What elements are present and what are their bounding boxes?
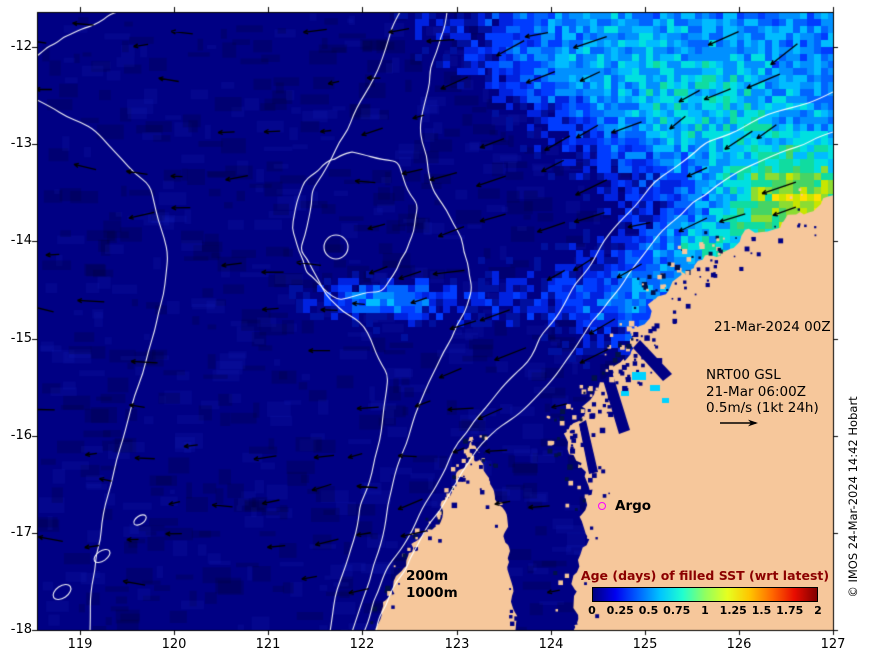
colorbar-tick: 1.25 [719,604,747,617]
argo-float-marker: Argo [598,498,651,514]
x-tick-label: 123 [444,637,470,652]
velocity-scale-label: 0.5m/s (1kt 24h) [706,400,819,416]
y-tick-label: -12 [10,39,32,54]
isobath-labels: 200m 1000m [406,568,458,602]
analysis-time-label: 21-Mar-2024 00Z [714,319,831,335]
y-tick-label: -14 [10,233,32,248]
credit-vertical-label: © IMOS 24-Mar-2024 14:42 Hobart [846,396,860,598]
velocity-legend: NRT00 GSL 21-Mar 06:00Z 0.5m/s (1kt 24h) [706,367,819,433]
x-tick-label: 119 [67,637,93,652]
x-tick-label: 121 [255,637,281,652]
colorbar-tick: 1.75 [776,604,804,617]
x-tick-label: 120 [161,637,187,652]
colorbar-gradient [592,587,818,602]
argo-marker-icon [598,502,606,510]
velocity-model-label: NRT00 GSL [706,367,781,383]
colorbar-tick: 1.5 [751,604,772,617]
y-tick-label: -15 [10,331,32,346]
x-tick-label: 122 [349,637,375,652]
x-tick-label: 126 [726,637,752,652]
y-tick-label: -18 [10,622,32,637]
argo-label: Argo [615,498,652,514]
x-tick-label: 124 [538,637,564,652]
isobath-1000m-label: 1000m [406,585,458,601]
isobath-200m-label: 200m [406,568,449,584]
colorbar-tick: 2 [814,604,822,617]
y-tick-label: -17 [10,525,32,540]
velocity-valid-time-label: 21-Mar 06:00Z [706,383,806,400]
colorbar-tick: 0 [588,604,596,617]
x-tick-label: 125 [632,637,658,652]
colorbar-tick-labels: 0 0.25 0.5 0.75 1 1.25 1.5 1.75 2 [588,604,822,618]
x-tick-label: 127 [820,637,846,652]
y-tick-label: -13 [10,136,32,151]
colorbar-tick: 0.5 [638,604,659,617]
velocity-scale-arrow-icon [720,419,758,426]
colorbar-title: Age (days) of filled SST (wrt latest) [580,568,830,583]
colorbar-tick: 0.75 [663,604,691,617]
colorbar-tick: 0.25 [606,604,634,617]
y-tick-label: -16 [10,428,32,443]
colorbar-tick: 1 [701,604,709,617]
